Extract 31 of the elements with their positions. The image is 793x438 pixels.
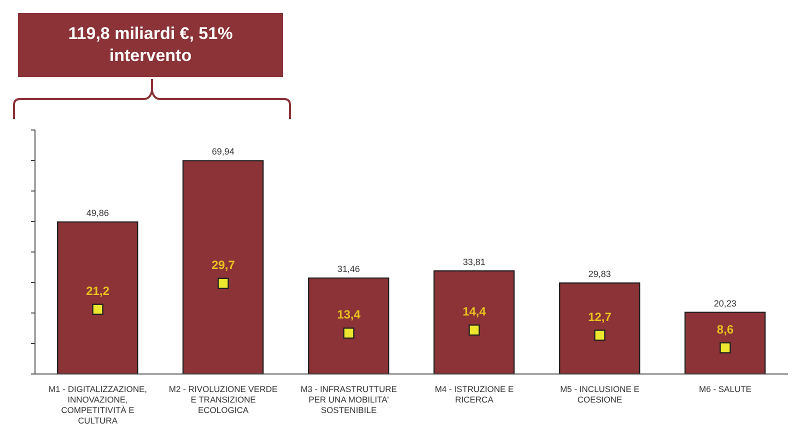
point <box>343 328 354 339</box>
data-label: 33,81 <box>462 256 486 267</box>
x-tick-label: M6 - SALUTE <box>699 384 752 394</box>
point <box>720 342 731 354</box>
data-label: 49,86 <box>86 208 109 218</box>
bar <box>558 282 640 374</box>
data-label: 8,6 <box>716 322 734 336</box>
x-tick-label: M5 - INCLUSIONE E COESIONE <box>560 384 640 404</box>
point <box>218 278 229 290</box>
text: 119,8 miliardi €, 51% intervento <box>18 13 283 77</box>
data-label: 14,4 <box>462 304 486 319</box>
data-label: 29,7 <box>212 258 236 272</box>
point <box>468 324 480 336</box>
bar <box>308 277 390 374</box>
x-tick-label: M2 - RIVOLUZIONE VERDE E TRANSIZIONE ECOLOGICA <box>168 384 278 415</box>
data-label: 21,2 <box>86 284 110 298</box>
point <box>92 304 104 315</box>
data-label: 13,4 <box>337 308 361 322</box>
data-label: 31,46 <box>337 264 360 274</box>
x-tick-label: M4 - ISTRUZIONE E RICERCA <box>434 384 514 404</box>
bar <box>56 221 138 374</box>
data-label: 29,83 <box>588 269 611 280</box>
bar <box>182 160 264 374</box>
bar <box>433 270 515 374</box>
bar <box>684 312 766 374</box>
x-tick-label: M3 - INFRASTRUTTURE PER UNA MOBILITA' SOSTENIBILE <box>300 384 398 415</box>
point <box>594 330 606 341</box>
data-label: 20,23 <box>714 298 736 308</box>
data-label: 12,7 <box>588 310 612 324</box>
data-label: 69,94 <box>212 146 234 157</box>
x-tick-label: M1 - DIGITALIZZAZIONE, INNOVAZIONE, COMPETITIVITÀ E CULTURA <box>48 384 148 426</box>
